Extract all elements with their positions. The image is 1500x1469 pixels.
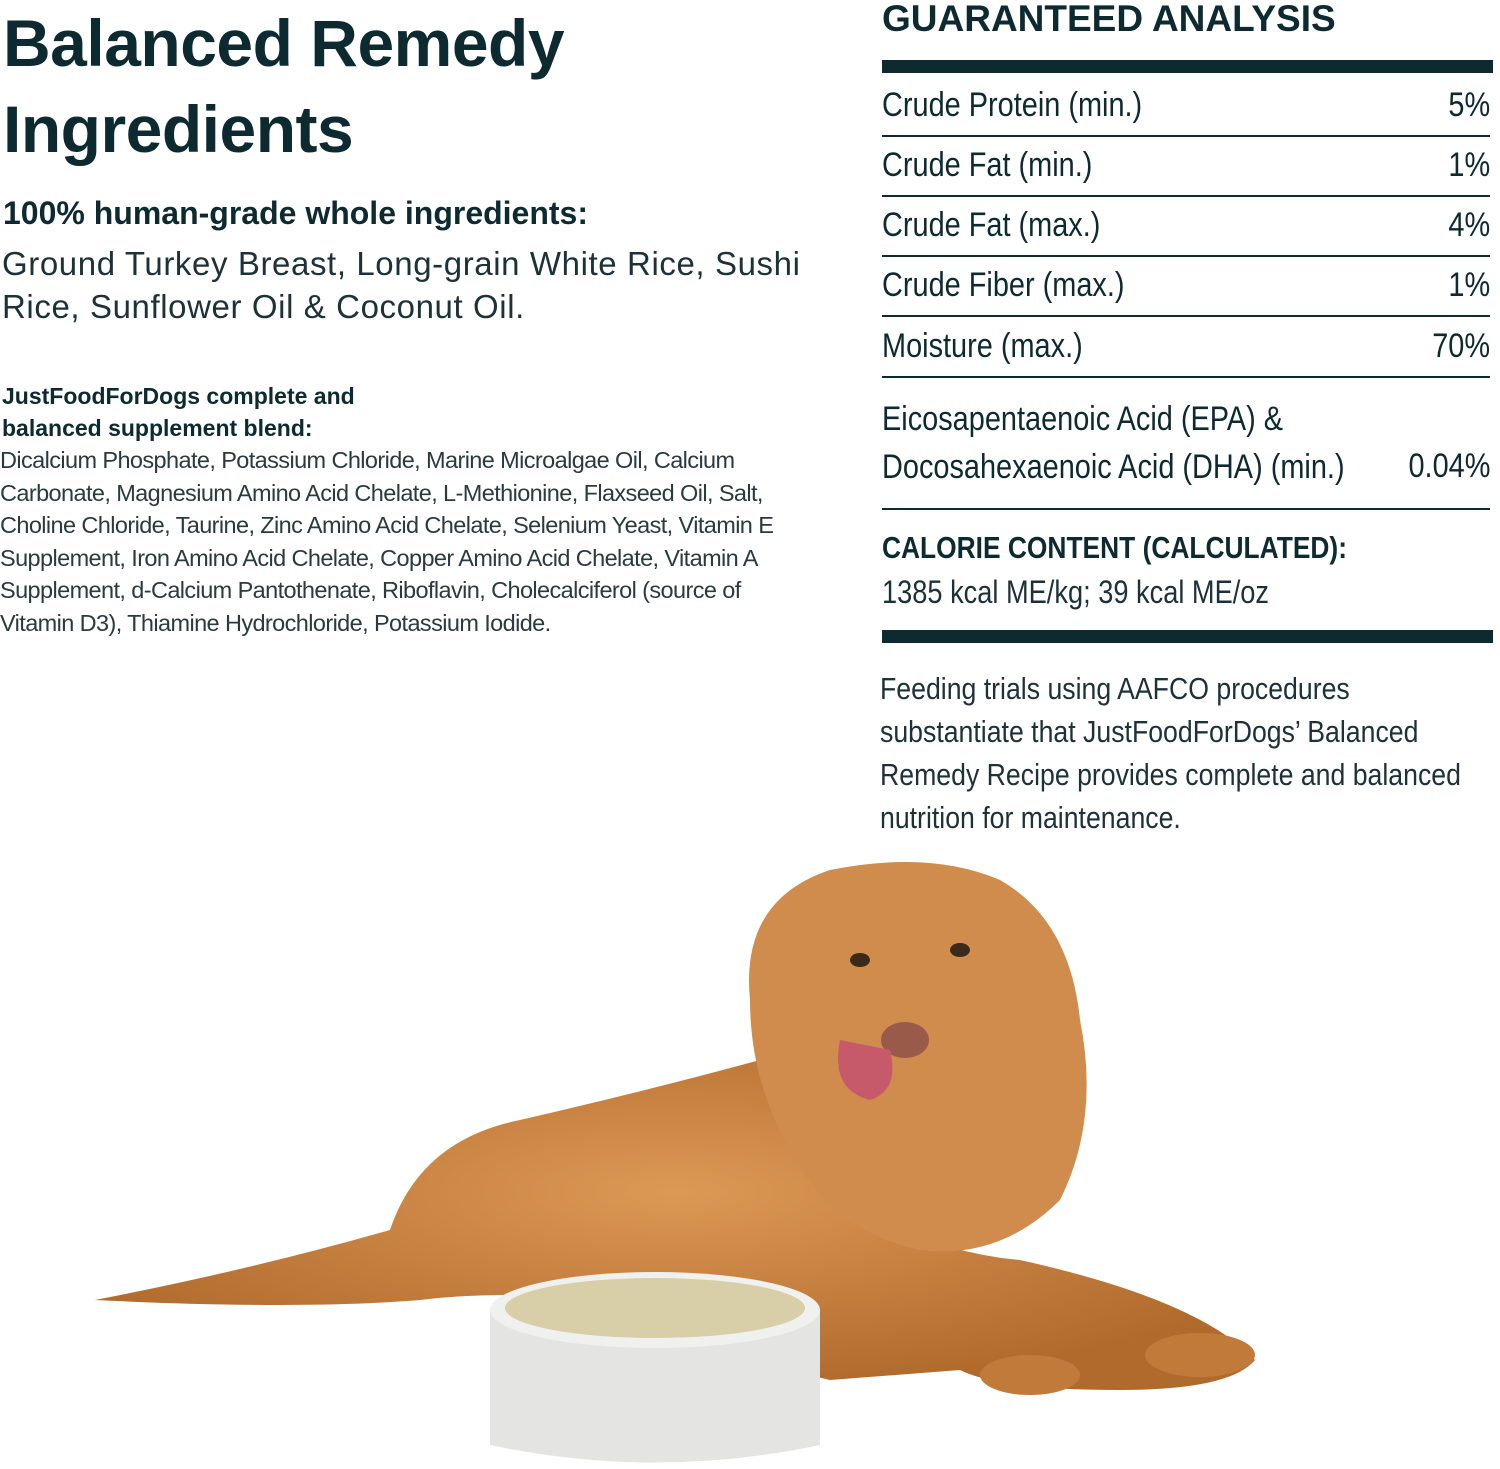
epa-label-line2: Docosahexaenoic Acid (DHA) (min.) xyxy=(882,448,1345,486)
calorie-heading: CALORIE CONTENT (CALCULATED): xyxy=(882,530,1347,565)
dog-image xyxy=(95,862,1255,1395)
food-bowl xyxy=(490,1272,820,1463)
dog-with-bowl-photo xyxy=(95,862,1255,1463)
analysis-title: GUARANTEED ANALYSIS xyxy=(882,0,1336,39)
row-label: Crude Fat (min.) xyxy=(882,145,1093,184)
row-label: Crude Fiber (max.) xyxy=(882,265,1125,304)
ingredients-subheading: 100% human-grade whole ingredients: xyxy=(3,195,588,231)
row-label: Crude Protein (min.) xyxy=(882,85,1143,124)
row-value: 4% xyxy=(1448,205,1490,244)
epa-value: 0.04% xyxy=(1408,447,1490,485)
row-value: 5% xyxy=(1448,85,1490,124)
row-value: 70% xyxy=(1432,326,1490,365)
analysis-row: Crude Fat (max.) 4% xyxy=(882,195,1490,257)
epa-dha-row: Eicosapentaenoic Acid (EPA) & Docosahexa… xyxy=(882,395,1490,510)
analysis-row: Moisture (max.) 70% xyxy=(882,316,1490,378)
feeding-statement: Feeding trials using AAFCO procedures su… xyxy=(880,671,1461,835)
calorie-value: 1385 kcal ME/kg; 39 kcal ME/oz xyxy=(882,574,1270,610)
row-value: 1% xyxy=(1448,265,1490,304)
supplement-list: Dicalcium Phosphate, Potassium Chloride,… xyxy=(0,447,774,636)
epa-label-line1: Eicosapentaenoic Acid (EPA) & xyxy=(882,400,1284,438)
analysis-row: Crude Fiber (max.) 1% xyxy=(882,255,1490,317)
analysis-row: Crude Protein (min.) 5% xyxy=(882,75,1490,137)
row-value: 1% xyxy=(1448,145,1490,184)
analysis-row: Crude Fat (min.) 1% xyxy=(882,135,1490,197)
supplement-heading: JustFoodForDogs complete and balanced su… xyxy=(2,383,355,441)
divider-bar xyxy=(882,630,1493,643)
row-label: Moisture (max.) xyxy=(882,326,1083,365)
page-title: Balanced Remedy Ingredients xyxy=(3,6,565,166)
ingredients-list: Ground Turkey Breast, Long-grain White R… xyxy=(2,245,801,325)
row-label: Crude Fat (max.) xyxy=(882,205,1101,244)
divider-bar xyxy=(882,60,1493,73)
